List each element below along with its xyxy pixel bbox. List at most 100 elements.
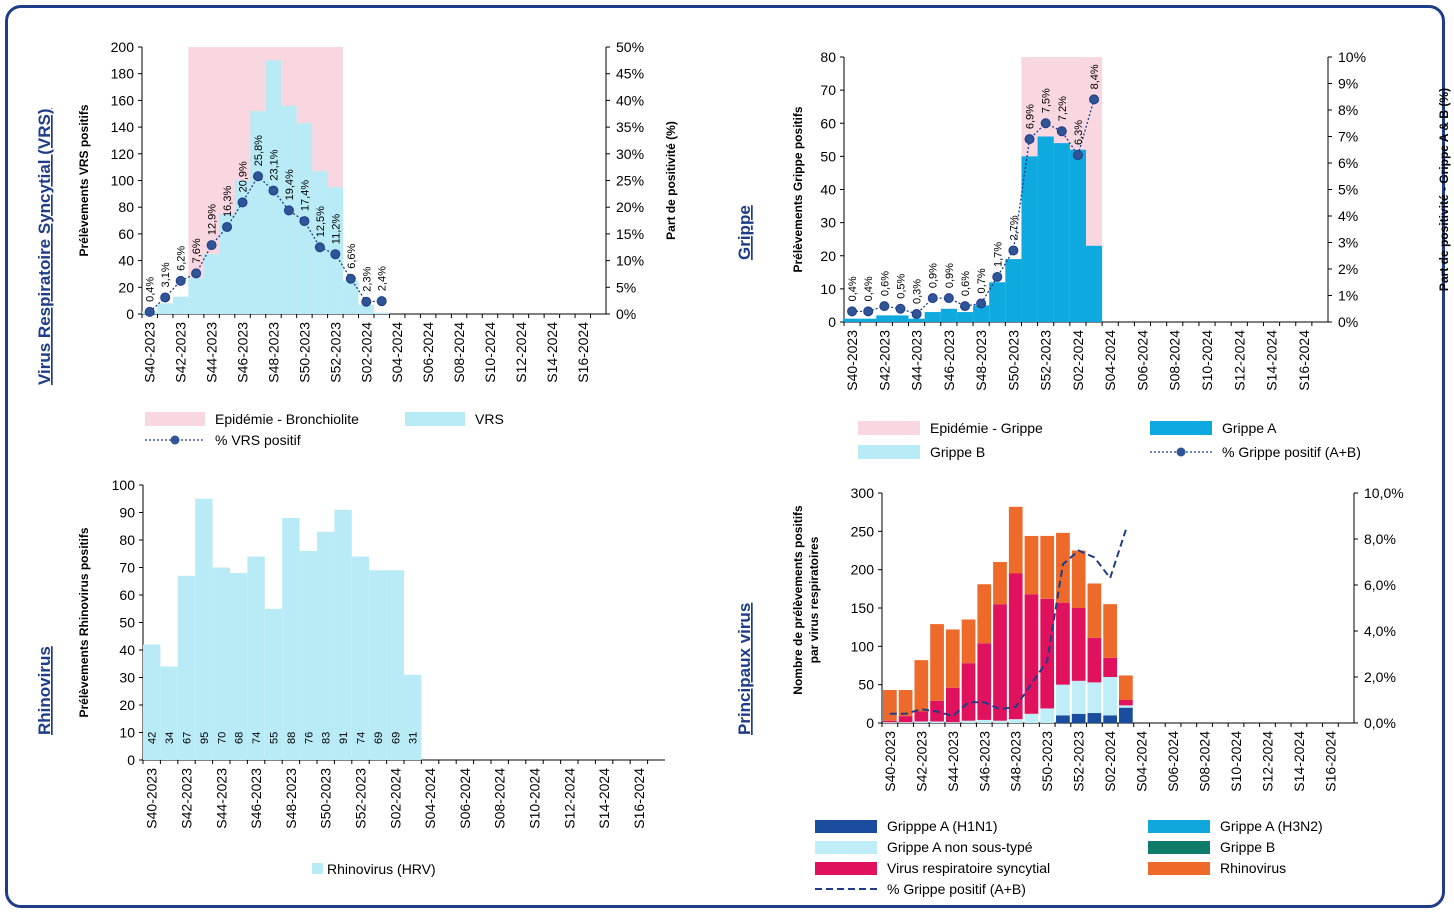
vrs-bar [358,304,374,314]
stack-segment-a_nst [930,721,944,723]
grippe-a-bar [956,312,974,322]
y-tick-label: 160 [111,92,135,108]
y-axis-title: Part de positivité (%) [664,121,678,240]
grippe-a-bar [1069,149,1086,322]
stack-segment-vrs_stack [898,716,913,723]
stack-segment-rhino [1040,535,1055,599]
grippe-a-bar [908,318,925,322]
legend-swatch [1148,862,1210,875]
y2-tick-label: 15% [616,226,644,242]
data-label: 6,6% [346,243,358,268]
x-tick-label: S04-2024 [1102,330,1118,391]
legend-grippe-b: Grippe B [930,444,985,460]
y-tick-label: 50 [820,148,836,164]
chart-rhinovirus: 0 10 20 30 40 50 60 70 80 90 100 S40-2023 S42-2023 S4… [77,477,665,877]
y-tick-label: 30 [119,670,135,686]
stack-segment-rhino [898,690,913,717]
y-tick-label: 80 [119,532,135,548]
line-marker [1040,118,1051,129]
y2-tick-label: 2% [1338,261,1358,277]
legend-vrs: VRS [475,411,504,427]
rhinovirus-bar [386,570,404,760]
data-label: 69 [373,732,385,744]
data-label: 2,7% [1008,215,1020,240]
x-tick-label: S12-2024 [1231,330,1247,391]
grippe-a-bar [860,318,877,322]
data-label: 12,5% [315,206,327,237]
rhinovirus-bar [195,498,213,760]
stack-segment-a_nst [993,720,1007,723]
data-label: 7,5% [1041,88,1053,113]
legend-swatch-marker [1176,447,1186,457]
rhinovirus-bar [143,644,161,760]
y-tick-label: 70 [820,82,836,98]
chart-grippe: 0 10 20 30 40 50 60 70 80 0% 1% 2% 3% 4% 5% 6% 7% 8% 9% 10%… [791,49,1451,460]
y-tick-label: 150 [851,600,875,616]
line-marker [330,249,341,260]
stack-segment-rhino [977,584,992,644]
vrs-bar [234,180,251,314]
grippe-a-bar [924,312,941,322]
data-label: 7,2% [1057,96,1069,121]
rhinovirus-bar [212,567,230,760]
legend-swatch-grippe-a [1150,421,1212,435]
rhinovirus-bar [369,570,387,760]
stack-segment-rhino [961,619,976,664]
y-tick-label: 100 [111,173,135,189]
line-marker [268,185,279,196]
y2-tick-label: 5% [616,279,636,295]
y2-tick-label: 8,0% [1364,531,1396,547]
line-marker [253,171,263,182]
line-marker [847,306,858,317]
stack-segment-rhino [1024,535,1039,595]
y-axis-title: par virus respiratoires [807,536,821,663]
line-marker [1089,94,1100,105]
x-tick-label: S40-2023 [142,322,158,383]
y-tick-label: 100 [112,477,136,493]
vrs-percent-line [149,175,382,313]
vrs-bar [219,213,235,314]
x-tick-label: S14-2024 [1264,330,1280,391]
grippe-percent-line [852,99,1095,315]
y-tick-label: 200 [111,39,135,55]
x-tick-label: S14-2024 [544,322,560,383]
y-tick-label: 0 [126,306,134,322]
stack-segment-a_nst [1040,708,1055,723]
y2-tick-label: 6% [1338,155,1358,171]
legend-swatch-vrs [405,412,465,426]
x-tick-label: S16-2024 [575,322,591,383]
y-tick-label: 250 [851,523,875,539]
y-tick-label: 300 [851,485,875,501]
data-label: 25,8% [253,135,265,166]
section-title-grippe: Grippe [735,205,754,260]
data-label: 0,3% [912,279,924,304]
data-label: 2,4% [377,266,389,291]
stack-segment-rhino [1103,604,1117,658]
y-tick-label: 20 [119,697,135,713]
line-marker [314,242,325,253]
legend-swatch-epidemic [858,421,920,435]
x-tick-label: S02-2024 [358,322,374,383]
stack-segment-h1n1 [1103,715,1117,723]
stack-segment-a_nst [961,720,976,723]
grippe-a-bar [844,318,861,322]
x-tick-label: S42-2023 [876,330,892,391]
legend-swatch-marker [170,435,180,445]
data-label: 12,9% [207,204,219,235]
x-tick-label: S04-2024 [422,768,438,829]
data-label: 70 [216,732,228,744]
rhinovirus-bar [160,666,178,760]
grippe-percent-line [889,529,1127,718]
data-label: 0,9% [928,263,940,288]
stack-segment-vrs_stack [1119,700,1133,706]
data-label: 0,6% [879,271,891,296]
y-tick-label: 0 [127,752,135,768]
stack-segment-rhino [945,629,960,688]
vrs-bar [250,111,266,314]
stack-segment-vrs_stack [1071,608,1086,681]
x-tick-label: S08-2024 [1167,330,1183,391]
x-tick-label: S52-2023 [1071,731,1087,792]
x-tick-label: S02-2024 [387,768,403,829]
data-label: 91 [338,732,350,744]
legend-label: % Grippe positif (A+B) [887,881,1026,897]
